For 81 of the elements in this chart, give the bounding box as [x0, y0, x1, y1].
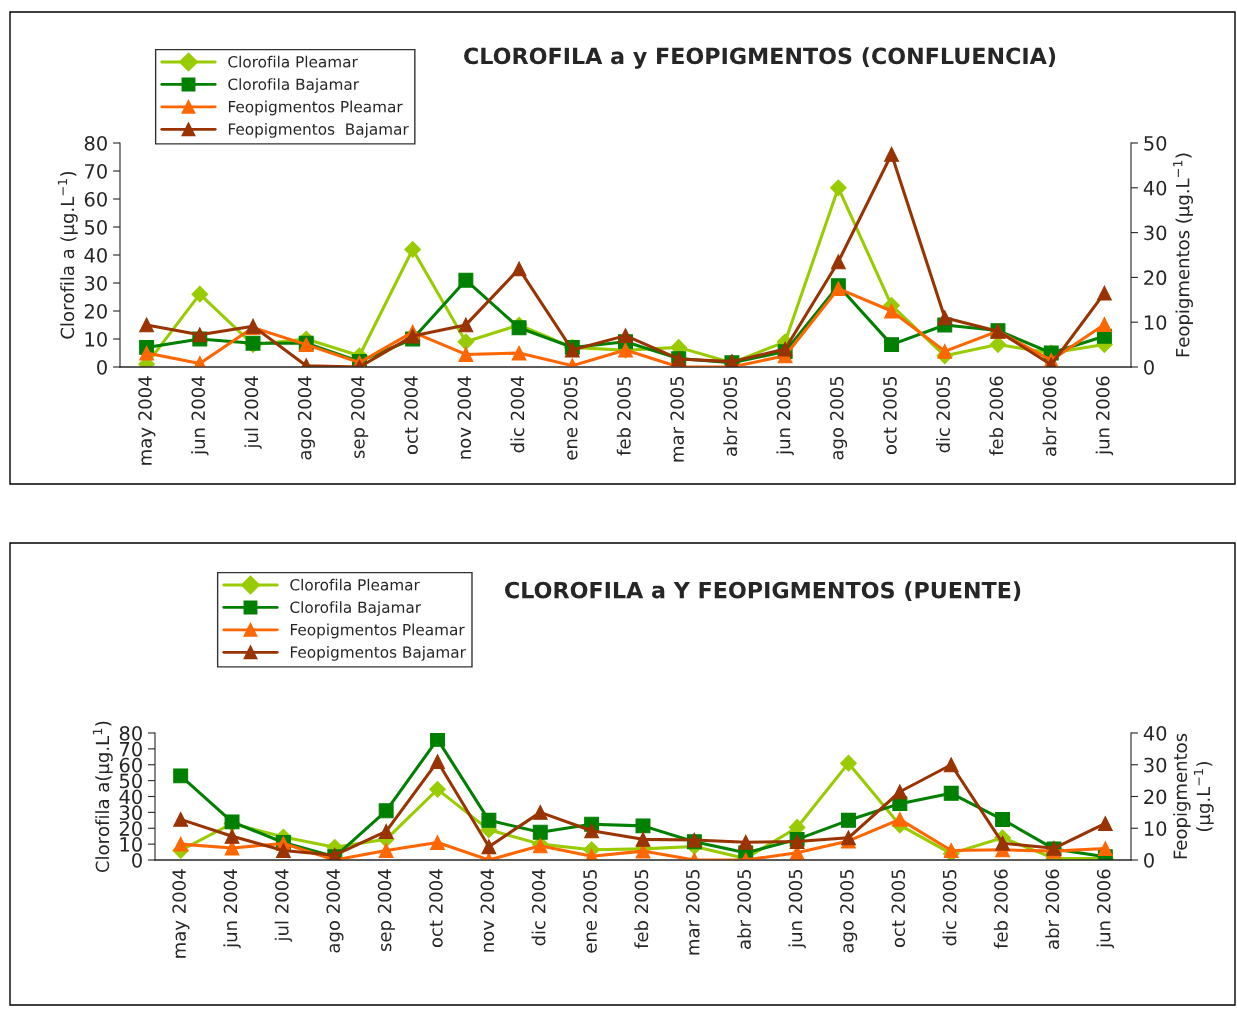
y2-tick-label: 50: [1144, 135, 1167, 151]
x-tick-label: ago 2005: [829, 376, 848, 460]
y2-axis-title: Feopigmentos (μg.L$^{−1}$): [1173, 733, 1214, 859]
y-tick-label: 0: [132, 852, 142, 868]
legend-label: Clorofila Bajamar: [290, 601, 422, 616]
x-tick-label: sep 2004: [351, 376, 369, 459]
y-tick-label: 50: [84, 219, 107, 235]
x-tick-label: mar 2005: [670, 376, 684, 462]
y-tick-label: 60: [84, 191, 107, 207]
x-tick-label: jun 2005: [788, 869, 806, 949]
x-tick-label: oct 2004: [404, 376, 418, 455]
x-tick-label: mar 2005: [685, 869, 700, 955]
y-axis-title: Clorofila a (μg.L$^{−1}$): [57, 171, 78, 339]
x-tick-label: abr 2006: [1042, 376, 1057, 456]
y2-tick-label: 10: [1144, 315, 1167, 330]
y-tick-label: 40: [84, 247, 107, 263]
y-tick-label: 70: [120, 741, 142, 757]
y-tick-label: 80: [84, 135, 107, 151]
y2-axis-title: Feopigmentos (μg.L$^{−1}$): [1173, 153, 1193, 357]
legend-label: Clorofila Bajamar: [228, 78, 360, 93]
x-tick-label: abr 2005: [737, 869, 751, 949]
x-tick-label: dic 2004: [510, 376, 525, 453]
legend-label: Clorofila Pleamar: [228, 55, 358, 68]
y2-tick-label: 40: [1143, 725, 1167, 741]
legend-label: Feopigmentos Bajamar: [228, 123, 409, 138]
x-tick-label: dic 2005: [942, 869, 957, 946]
y-tick-label: 50: [119, 773, 142, 789]
x-tick-label: jun 2006: [1095, 376, 1114, 456]
y2-tick-label: 0: [1144, 852, 1154, 868]
y2-tick-label: 0: [1144, 359, 1154, 375]
x-tick-label: sep 2004: [377, 869, 395, 952]
x-tick-label: feb 2005: [634, 869, 649, 949]
legend-label: Feopigmentos Pleamar: [290, 623, 465, 639]
x-tick-label: feb 2005: [616, 376, 631, 456]
x-tick-label: ene 2005: [563, 376, 578, 460]
y-tick-label: 0: [97, 359, 107, 375]
y2-tick-label: 20: [1144, 789, 1167, 805]
y2-tick-label: 10: [1144, 821, 1167, 836]
x-tick-label: may 2004: [138, 376, 156, 465]
x-tick-label: jun 2004: [191, 376, 209, 456]
chart-title: CLOROFILA a y FEOPIGMENTOS (CONFLUENCIA): [464, 47, 1056, 69]
y-tick-label: 70: [85, 163, 107, 179]
x-tick-label: oct 2005: [891, 869, 906, 948]
y2-tick-label: 30: [1144, 225, 1167, 241]
x-tick-label: dic 2004: [531, 869, 546, 946]
x-tick-label: ago 2004: [297, 376, 315, 460]
x-tick-label: abr 2005: [723, 376, 738, 456]
x-tick-label: jul 2004: [274, 869, 293, 942]
y2-tick-label: 30: [1144, 757, 1167, 773]
x-tick-label: nov 2004: [480, 869, 495, 952]
legend-label: Feopigmentos Pleamar: [228, 100, 403, 116]
x-tick-label: jul 2004: [244, 376, 262, 449]
y-tick-label: 10: [85, 331, 107, 347]
x-tick-label: may 2004: [172, 869, 190, 958]
x-tick-label: oct 2004: [429, 869, 443, 948]
y2-tick-label: 20: [1144, 270, 1167, 286]
y2-tick-label: 40: [1143, 180, 1167, 196]
legend-label: Clorofila Pleamar: [290, 578, 420, 591]
x-tick-label: ago 2005: [840, 869, 858, 953]
y-tick-label: 40: [119, 789, 142, 805]
x-tick-label: feb 2006: [989, 376, 1004, 456]
x-tick-label: oct 2005: [883, 376, 897, 455]
chart-title: CLOROFILA a Y FEOPIGMENTOS (PUENTE): [505, 581, 1021, 602]
x-tick-label: ago 2004: [326, 869, 344, 953]
y-tick-label: 30: [119, 805, 142, 821]
legend-label: Feopigmentos Bajamar: [290, 646, 466, 661]
x-tick-label: dic 2005: [936, 376, 950, 453]
x-tick-label: jun 2004: [223, 869, 241, 949]
x-tick-label: ene 2005: [583, 869, 597, 953]
y-tick-label: 30: [84, 275, 107, 291]
y-tick-label: 20: [119, 821, 142, 836]
y-tick-label: 20: [84, 303, 107, 319]
x-tick-label: jun 2006: [1096, 869, 1115, 949]
y-tick-label: 10: [120, 837, 142, 852]
x-tick-label: jun 2005: [776, 376, 794, 456]
x-tick-label: abr 2006: [1045, 869, 1060, 949]
x-tick-label: nov 2004: [457, 376, 472, 459]
x-tick-label: feb 2006: [993, 869, 1008, 949]
y-tick-label: 80: [119, 725, 142, 741]
y-axis-title: Clorofila a(μg.L$^{1}$): [92, 721, 113, 873]
y-tick-label: 60: [119, 757, 142, 773]
